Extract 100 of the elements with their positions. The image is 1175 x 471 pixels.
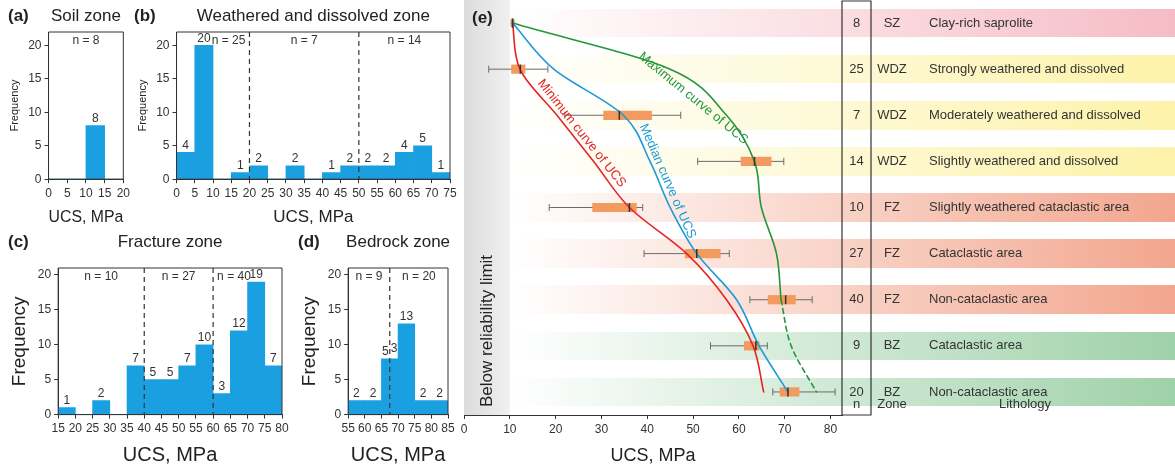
x-tick-label: 60 <box>206 421 221 436</box>
x-tick-label: 40 <box>137 421 152 436</box>
text: 7 <box>852 106 861 122</box>
x-tick-label: 20 <box>242 185 257 200</box>
x-axis-title: UCS, MPa <box>273 207 354 227</box>
y-tick-label: 10 <box>156 104 170 119</box>
text: 40 <box>849 291 864 307</box>
x-axis-title: UCS, MPa <box>122 442 219 465</box>
x-tick-label: 75 <box>408 421 422 436</box>
annotation: n = 8 <box>72 33 100 48</box>
y-tick-label: 15 <box>28 71 42 86</box>
x-tick-label: 20 <box>116 185 131 200</box>
data-label: 7 <box>183 351 191 366</box>
text: WDZ <box>877 60 907 76</box>
x-tick-label: 30 <box>279 185 293 200</box>
x-tick-label: 75 <box>258 421 272 436</box>
data-label: 1 <box>237 157 245 172</box>
data-label: 2 <box>353 385 361 400</box>
text: FZ <box>884 291 900 307</box>
annotation: n = 9 <box>355 269 383 284</box>
data-label: 5 <box>419 131 427 146</box>
x-axis-title: UCS, MPa <box>48 206 125 226</box>
y-tick-label: 5 <box>44 372 52 387</box>
x-tick-label: 40 <box>315 185 330 200</box>
x-tick-label: 50 <box>686 421 701 436</box>
x-axis-title: UCS, MPa <box>610 445 697 466</box>
x-tick-label: 70 <box>425 185 439 200</box>
y-tick-label: 20 <box>327 267 342 282</box>
y-tick-label: 0 <box>34 171 42 186</box>
x-tick-label: 80 <box>424 421 439 436</box>
x-tick-label: 35 <box>297 185 312 200</box>
x-tick-label: 80 <box>275 421 289 436</box>
text: (b) <box>134 5 156 25</box>
text: WDZ <box>877 152 907 168</box>
y-tick-label: Slightly weathered and dissolved <box>929 152 1119 168</box>
text: 9 <box>852 337 861 353</box>
x-tick-label: 10 <box>206 185 220 200</box>
y-axis-title: Frequency <box>297 295 319 387</box>
data-label: 2 <box>255 151 263 166</box>
text: FZ <box>884 199 900 215</box>
x-tick-label: 30 <box>594 421 609 436</box>
text: 10 <box>849 199 864 215</box>
text: WDZ <box>877 106 907 122</box>
x-tick-label: 10 <box>79 185 93 200</box>
y-tick-label: 5 <box>162 138 170 153</box>
text: FZ <box>884 245 900 261</box>
x-tick-label: 30 <box>103 421 117 436</box>
y-tick-label: 5 <box>34 138 42 153</box>
data-label: 3 <box>218 378 226 393</box>
data-label: 1 <box>328 157 336 172</box>
text: 27 <box>849 245 864 261</box>
x-tick-label: 60 <box>358 421 372 436</box>
y-tick-label: Cataclastic area <box>929 245 1023 261</box>
x-tick-label: 70 <box>778 421 792 436</box>
text: (d) <box>298 231 320 251</box>
data-label: 20 <box>197 30 211 45</box>
x-tick-label: 60 <box>732 421 746 436</box>
x-tick-label: 80 <box>823 421 838 436</box>
data-label: 7 <box>132 351 140 366</box>
x-tick-label: 20 <box>548 421 563 436</box>
data-label: 2 <box>436 385 444 400</box>
x-tick-label: 20 <box>68 421 83 436</box>
y-tick-label: Strongly weathered and dissolved <box>929 60 1125 76</box>
x-tick-label: 35 <box>120 421 135 436</box>
x-tick-label: 75 <box>443 185 457 200</box>
y-tick-label: Cataclastic area <box>929 337 1023 353</box>
x-tick-label: 55 <box>341 421 356 436</box>
chart-title: Weathered and dissolved zone <box>196 5 430 25</box>
y-tick-label: Clay-rich saprolite <box>929 14 1034 30</box>
x-tick-label: 70 <box>240 421 255 436</box>
x-tick-label: 85 <box>441 421 455 436</box>
data-label: 1 <box>437 157 445 172</box>
data-label: 2 <box>382 151 390 166</box>
data-label: 4 <box>182 137 190 152</box>
x-tick-label: 25 <box>85 421 100 436</box>
y-axis-title: Frequency <box>7 295 29 387</box>
x-axis-title: UCS, MPa <box>350 442 447 465</box>
x-tick-label: 0 <box>173 185 181 200</box>
x-tick-label: 5 <box>191 185 199 200</box>
y-tick-label: 10 <box>327 337 342 352</box>
y-tick-label: 10 <box>37 337 52 352</box>
y-tick-label: Non-cataclastic area <box>929 291 1049 307</box>
text: Median curve of UCS <box>636 121 701 241</box>
annotation: n = 40 <box>217 269 252 284</box>
x-tick-label: 50 <box>352 185 366 200</box>
y-tick-label: 20 <box>37 267 52 282</box>
data-label: 2 <box>419 385 427 400</box>
data-label: 2 <box>291 151 299 166</box>
text: (a) <box>8 5 29 25</box>
data-label: 2 <box>369 385 377 400</box>
annotation: n = 14 <box>387 33 422 48</box>
data-label: 2 <box>346 151 354 166</box>
y-tick-label: 15 <box>156 71 170 86</box>
annotation: n = 7 <box>290 33 318 48</box>
chart-title: Fracture zone <box>117 231 223 251</box>
text: (c) <box>8 231 29 251</box>
x-tick-label: 15 <box>97 185 112 200</box>
y-tick-label: 0 <box>162 171 170 186</box>
y-tick-label: 15 <box>37 302 52 317</box>
data-label: 4 <box>401 137 409 152</box>
